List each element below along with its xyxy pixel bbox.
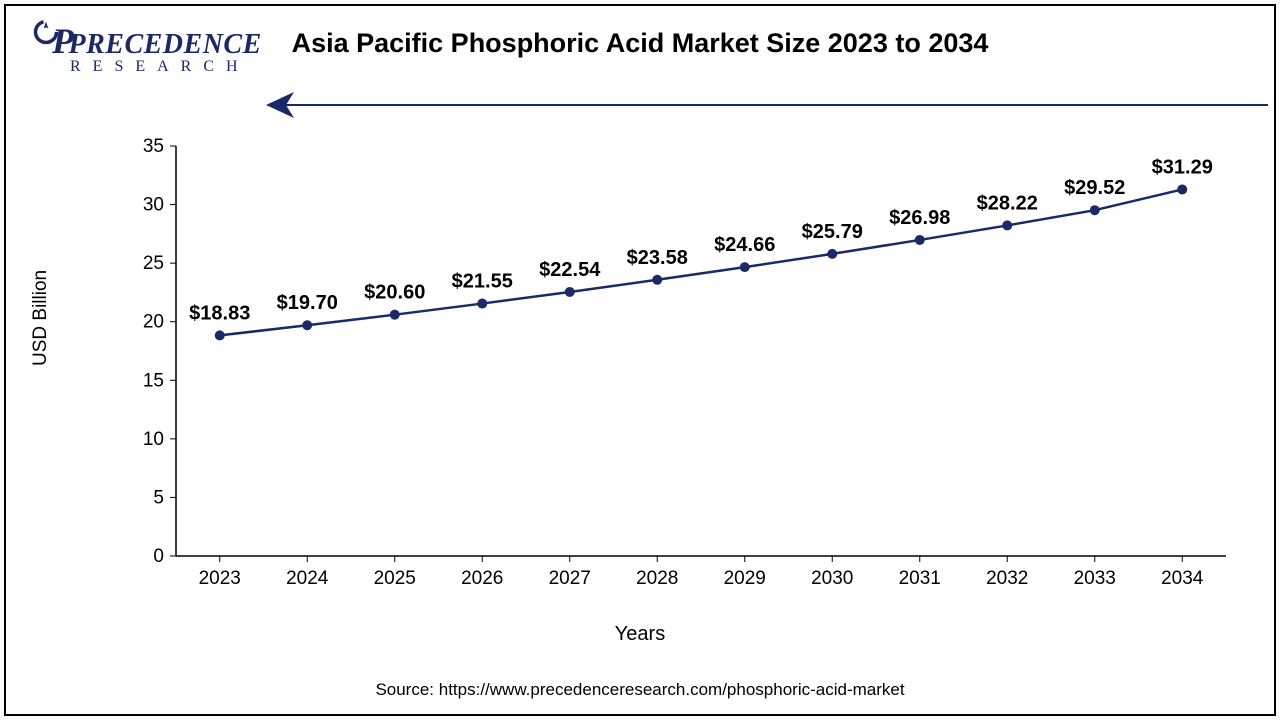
svg-text:2033: 2033: [1074, 568, 1116, 589]
arrow-left-icon: [264, 88, 304, 122]
source-text: Source: https://www.precedenceresearch.c…: [6, 680, 1274, 700]
svg-text:$19.70: $19.70: [277, 292, 338, 314]
svg-text:$31.29: $31.29: [1152, 156, 1213, 178]
x-axis-label: Years: [6, 623, 1274, 646]
svg-text:$29.52: $29.52: [1064, 177, 1125, 199]
svg-text:20: 20: [143, 312, 164, 333]
svg-text:2028: 2028: [636, 568, 678, 589]
svg-text:2034: 2034: [1161, 568, 1204, 589]
line-chart: 0510152025303520232024202520262027202820…: [66, 136, 1246, 636]
svg-text:$25.79: $25.79: [802, 221, 863, 243]
svg-text:5: 5: [153, 487, 164, 508]
svg-text:2024: 2024: [286, 568, 329, 589]
svg-text:$21.55: $21.55: [452, 271, 513, 293]
svg-text:2031: 2031: [899, 568, 941, 589]
svg-text:35: 35: [143, 136, 164, 157]
svg-text:$22.54: $22.54: [539, 259, 601, 281]
svg-text:2029: 2029: [724, 568, 766, 589]
svg-text:10: 10: [143, 429, 164, 450]
y-axis-label: USD Billion: [30, 270, 52, 366]
svg-text:$28.22: $28.22: [977, 192, 1038, 214]
svg-text:$18.83: $18.83: [189, 302, 250, 324]
svg-text:$26.98: $26.98: [889, 207, 950, 229]
svg-text:25: 25: [143, 253, 164, 274]
svg-text:$23.58: $23.58: [627, 247, 688, 269]
svg-text:30: 30: [143, 195, 164, 216]
svg-text:2030: 2030: [811, 568, 853, 589]
svg-text:2027: 2027: [549, 568, 591, 589]
svg-text:2025: 2025: [374, 568, 416, 589]
svg-text:2032: 2032: [986, 568, 1028, 589]
svg-text:2023: 2023: [199, 568, 241, 589]
decorative-arrow-line: [278, 104, 1268, 106]
chart-title: Asia Pacific Phosphoric Acid Market Size…: [6, 28, 1274, 59]
chart-frame: PPRECEDENCE RESEARCH Asia Pacific Phosph…: [4, 4, 1276, 716]
svg-text:0: 0: [153, 546, 164, 567]
svg-text:$24.66: $24.66: [714, 234, 775, 256]
svg-text:15: 15: [143, 370, 164, 391]
svg-text:2026: 2026: [461, 568, 503, 589]
svg-text:$20.60: $20.60: [364, 282, 425, 304]
